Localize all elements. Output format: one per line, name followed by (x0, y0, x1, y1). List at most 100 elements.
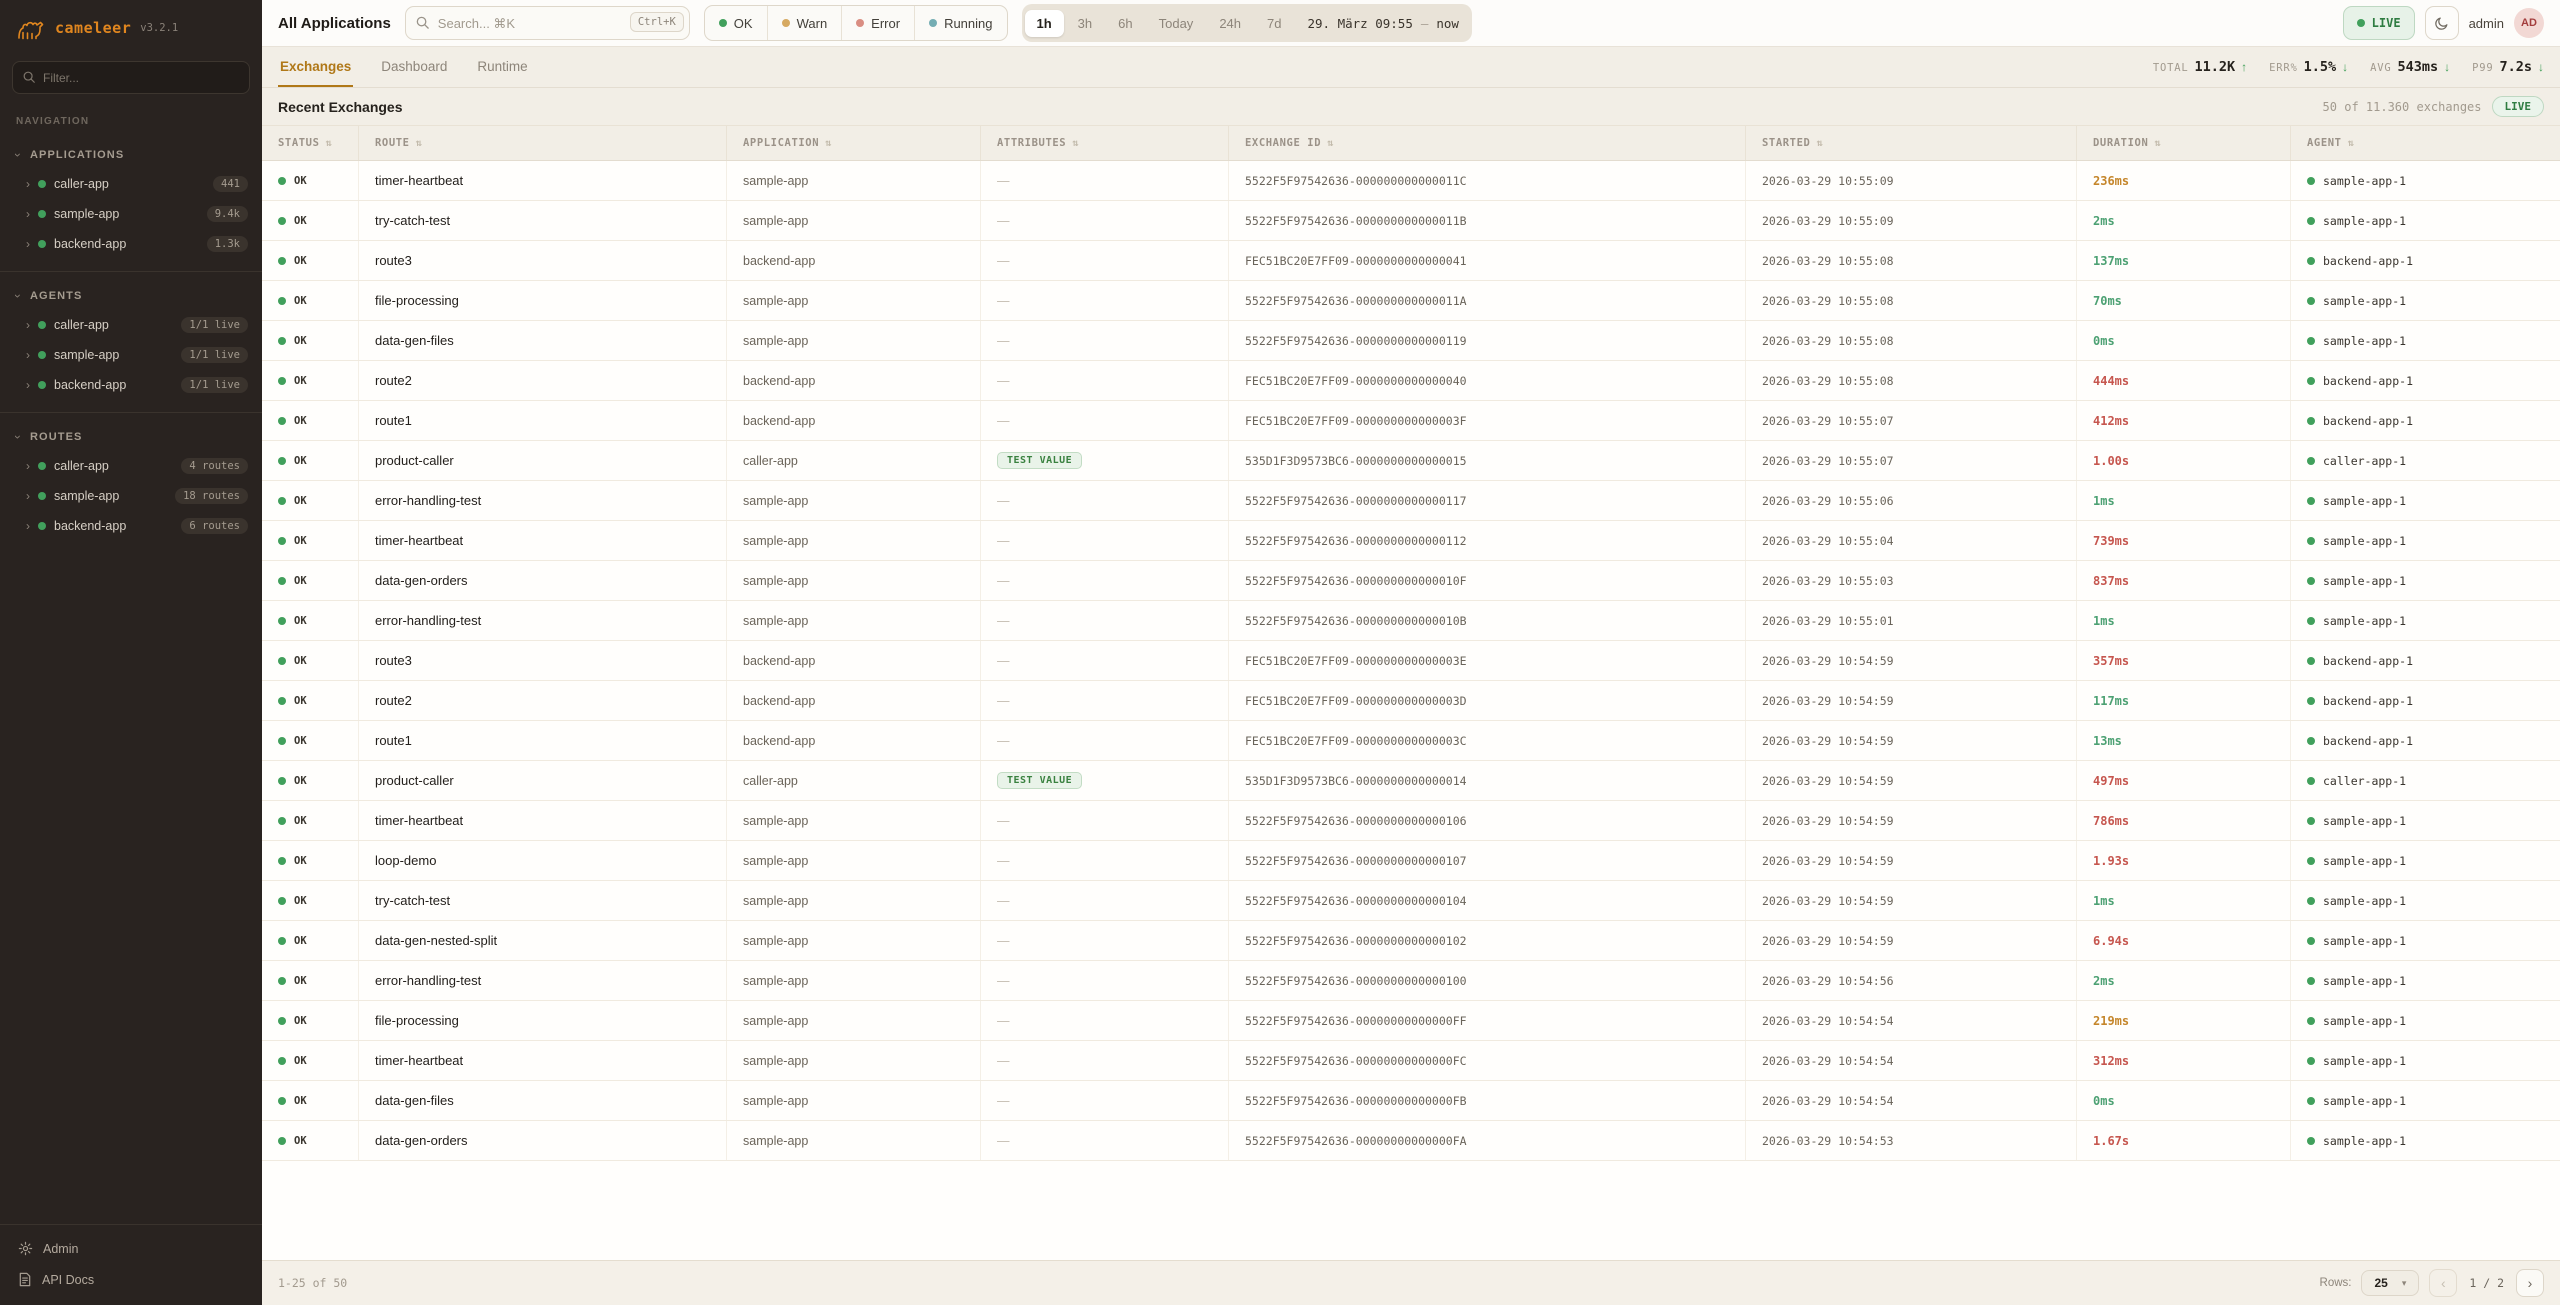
sidebar-item-routes-backend-app[interactable]: › backend-app 6 routes (0, 511, 262, 541)
sidebar-group-header-agents[interactable]: › AGENTS (0, 282, 262, 310)
agent-cell: sample-app-1 (2290, 521, 2560, 560)
live-toggle-button[interactable]: LIVE (2342, 6, 2415, 40)
table-row[interactable]: OK error-handling-test sample-app — 5522F5F9… (262, 601, 2560, 641)
ok-status-dot (278, 536, 286, 545)
column-header-status[interactable]: STATUS ⇅ (262, 126, 358, 160)
range-button-7d[interactable]: 7d (1255, 10, 1293, 37)
sidebar-item-label: sample-app (54, 207, 120, 221)
sidebar-group-header-applications[interactable]: › APPLICATIONS (0, 141, 262, 169)
sidebar-item-routes-caller-app[interactable]: › caller-app 4 routes (0, 451, 262, 481)
sidebar-item-agents-sample-app[interactable]: › sample-app 1/1 live (0, 340, 262, 370)
column-header-agent[interactable]: AGENT ⇅ (2290, 126, 2560, 160)
sort-icon: ⇅ (2154, 137, 2161, 149)
sidebar-group-header-routes[interactable]: › ROUTES (0, 423, 262, 451)
sidebar-item-label: sample-app (54, 348, 120, 362)
sidebar-item-admin[interactable]: Admin (0, 1233, 262, 1264)
table-row[interactable]: OK error-handling-test sample-app — 5522F5F9… (262, 961, 2560, 1001)
status-filter-ok[interactable]: OK (705, 6, 767, 40)
status-filter-warn[interactable]: Warn (766, 6, 842, 40)
range-button-6h[interactable]: 6h (1106, 10, 1144, 37)
table-row[interactable]: OK data-gen-orders sample-app — 5522F5F97542… (262, 1121, 2560, 1161)
tab-runtime[interactable]: Runtime (477, 58, 528, 74)
rows-per-page-select[interactable]: 25 ▾ (2361, 1270, 2420, 1296)
section-meta: 50 of 11.360 exchanges LIVE (2323, 96, 2544, 117)
column-header-route[interactable]: ROUTE ⇅ (358, 126, 726, 160)
duration-cell: 444ms (2076, 361, 2290, 400)
sidebar-item-applications-backend-app[interactable]: › backend-app 1.3k (0, 229, 262, 259)
table-footer: 1-25 of 50 Rows: 25 ▾ ‹ 1 / 2 › (262, 1260, 2560, 1305)
page-title: All Applications (278, 14, 391, 32)
duration-cell: 2ms (2076, 961, 2290, 1000)
range-button-3h[interactable]: 3h (1066, 10, 1104, 37)
table-row[interactable]: OK product-caller caller-app TEST VALUE 535D… (262, 761, 2560, 801)
status-dot (38, 210, 46, 218)
started-cell: 2026-03-29 10:54:54 (1745, 1081, 2076, 1120)
sidebar-item-applications-sample-app[interactable]: › sample-app 9.4k (0, 199, 262, 229)
route-cell: route1 (358, 401, 726, 440)
table-row[interactable]: OK loop-demo sample-app — 5522F5F97542636-00… (262, 841, 2560, 881)
attributes-cell: — (980, 721, 1228, 760)
sidebar-item-applications-caller-app[interactable]: › caller-app 441 (0, 169, 262, 199)
avatar[interactable]: AD (2514, 8, 2544, 38)
table-row[interactable]: OK timer-heartbeat sample-app — 5522F5F97542… (262, 801, 2560, 841)
exchange-id-cell: 5522F5F97542636-00000000000000FA (1228, 1121, 1745, 1160)
range-button-24h[interactable]: 24h (1207, 10, 1253, 37)
table-row[interactable]: OK timer-heartbeat sample-app — 5522F5F97542… (262, 161, 2560, 201)
table-row[interactable]: OK route2 backend-app — FEC51BC20E7FF09-0000… (262, 361, 2560, 401)
tab-exchanges[interactable]: Exchanges (278, 47, 354, 87)
chevron-down-icon: › (11, 153, 25, 157)
agent-status-dot (2307, 776, 2315, 785)
column-header-duration[interactable]: DURATION ⇅ (2076, 126, 2290, 160)
sidebar-item-routes-sample-app[interactable]: › sample-app 18 routes (0, 481, 262, 511)
column-header-application[interactable]: APPLICATION ⇅ (726, 126, 980, 160)
status-cell: OK (262, 481, 358, 520)
ok-status-dot (278, 616, 286, 625)
agent-name: sample-app-1 (2323, 573, 2407, 588)
sidebar-item-api-docs[interactable]: API Docs (0, 1264, 262, 1295)
sort-icon: ⇅ (415, 137, 423, 149)
application-cell: sample-app (726, 1001, 980, 1040)
agent-cell: sample-app-1 (2290, 601, 2560, 640)
status-filter-error[interactable]: Error (841, 6, 914, 40)
exchanges-table: STATUS ⇅ ROUTE ⇅ APPLICATION ⇅ ATTRIBUTES ⇅ EXCH… (262, 125, 2560, 1260)
table-row[interactable]: OK product-caller caller-app TEST VALUE 535D… (262, 441, 2560, 481)
table-row[interactable]: OK route1 backend-app — FEC51BC20E7FF09-0000… (262, 401, 2560, 441)
sidebar-item-agents-backend-app[interactable]: › backend-app 1/1 live (0, 370, 262, 400)
prev-page-button[interactable]: ‹ (2429, 1269, 2458, 1297)
table-row[interactable]: OK timer-heartbeat sample-app — 5522F5F97542… (262, 1041, 2560, 1081)
table-row[interactable]: OK try-catch-test sample-app — 5522F5F975426… (262, 881, 2560, 921)
table-row[interactable]: OK error-handling-test sample-app — 5522F5F9… (262, 481, 2560, 521)
route-cell: product-caller (358, 761, 726, 800)
started-cell: 2026-03-29 10:54:59 (1745, 641, 2076, 680)
sort-icon: ⇅ (325, 137, 333, 149)
tab-dashboard[interactable]: Dashboard (381, 58, 448, 74)
agent-name: sample-app-1 (2323, 933, 2407, 948)
application-cell: backend-app (726, 681, 980, 720)
table-row[interactable]: OK data-gen-orders sample-app — 5522F5F97542… (262, 561, 2560, 601)
column-header-attributes[interactable]: ATTRIBUTES ⇅ (980, 126, 1228, 160)
theme-toggle-button[interactable] (2424, 6, 2459, 40)
table-row[interactable]: OK file-processing sample-app — 5522F5F97542… (262, 1001, 2560, 1041)
table-row[interactable]: OK route1 backend-app — FEC51BC20E7FF09-0000… (262, 721, 2560, 761)
status-filter-running[interactable]: Running (914, 6, 1006, 40)
table-row[interactable]: OK route3 backend-app — FEC51BC20E7FF09-0000… (262, 641, 2560, 681)
table-row[interactable]: OK route3 backend-app — FEC51BC20E7FF09-0000… (262, 241, 2560, 281)
next-page-button[interactable]: › (2516, 1269, 2544, 1297)
filter-input[interactable] (12, 61, 250, 94)
date-range-display[interactable]: 29. März 09:55 — now (1295, 16, 1468, 31)
range-button-today[interactable]: Today (1147, 10, 1206, 37)
application-cell: backend-app (726, 641, 980, 680)
table-row[interactable]: OK data-gen-files sample-app — 5522F5F975426… (262, 321, 2560, 361)
column-header-started[interactable]: STARTED ⇅ (1745, 126, 2076, 160)
table-row[interactable]: OK data-gen-files sample-app — 5522F5F975426… (262, 1081, 2560, 1121)
range-button-1h[interactable]: 1h (1024, 9, 1064, 37)
table-row[interactable]: OK route2 backend-app — FEC51BC20E7FF09-0000… (262, 681, 2560, 721)
table-row[interactable]: OK try-catch-test sample-app — 5522F5F975426… (262, 201, 2560, 241)
table-row[interactable]: OK timer-heartbeat sample-app — 5522F5F97542… (262, 521, 2560, 561)
column-header-exchange-id[interactable]: EXCHANGE ID ⇅ (1228, 126, 1745, 160)
table-row[interactable]: OK data-gen-nested-split sample-app — 5522F5… (262, 921, 2560, 961)
empty-dash: — (997, 613, 1010, 628)
navigation-label: NAVIGATION (16, 116, 90, 127)
table-row[interactable]: OK file-processing sample-app — 5522F5F97542… (262, 281, 2560, 321)
sidebar-item-agents-caller-app[interactable]: › caller-app 1/1 live (0, 310, 262, 340)
